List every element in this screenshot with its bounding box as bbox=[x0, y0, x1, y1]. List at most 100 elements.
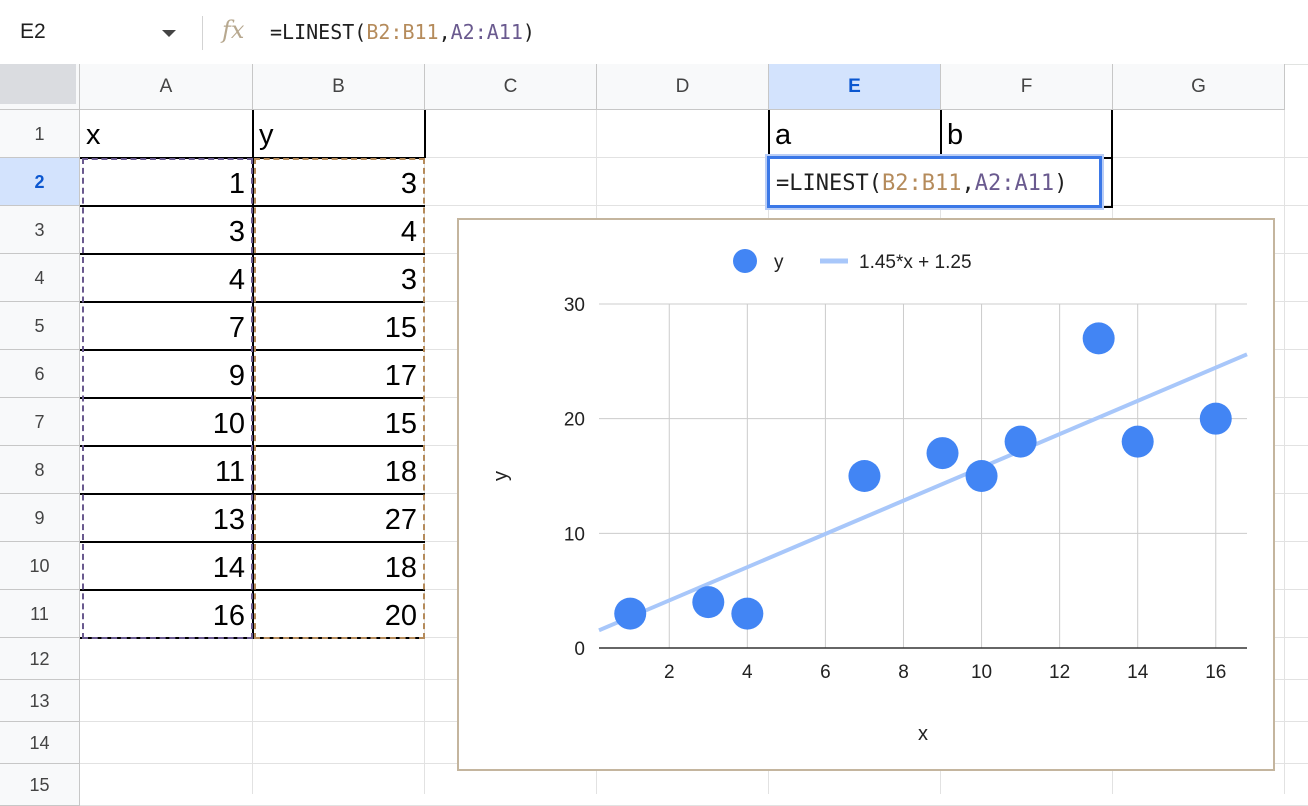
cell-a9[interactable]: 13 bbox=[212, 504, 245, 536]
row-header-12[interactable]: 12 bbox=[0, 638, 80, 680]
column-header-d[interactable]: D bbox=[597, 64, 769, 110]
range-highlight-a bbox=[82, 158, 253, 639]
legend-label-y: y bbox=[774, 252, 784, 273]
cell-a3[interactable]: 3 bbox=[228, 216, 245, 248]
table-border-v bbox=[252, 254, 254, 302]
active-cell-editor[interactable]: =LINEST(B2:B11,A2:A11) bbox=[765, 154, 1104, 210]
x-tick-label: 6 bbox=[820, 662, 831, 683]
row-header-10[interactable]: 10 bbox=[0, 542, 80, 590]
fx-icon: fx bbox=[222, 16, 245, 44]
corner-indicator bbox=[0, 64, 76, 104]
cell-e1[interactable]: a bbox=[775, 119, 792, 151]
table-border-v bbox=[424, 110, 426, 158]
x-tick-label: 4 bbox=[742, 662, 753, 683]
gridline-horizontal bbox=[80, 205, 1308, 206]
formula-bar: E2 fx =LINEST(B2:B11,A2:A11) bbox=[0, 0, 1308, 65]
cell-f1[interactable]: b bbox=[947, 119, 964, 151]
legend-marker-y bbox=[733, 249, 757, 273]
table-border-v bbox=[252, 494, 254, 542]
row-header-2[interactable]: 2 bbox=[0, 158, 80, 206]
data-point bbox=[1121, 425, 1154, 458]
edit-fn: =LINEST( bbox=[776, 171, 882, 196]
ab-border bbox=[940, 110, 942, 158]
column-header-c[interactable]: C bbox=[425, 64, 597, 110]
formula-range-2: A2:A11 bbox=[450, 20, 523, 44]
table-border-v bbox=[252, 206, 254, 254]
column-header-f[interactable]: F bbox=[941, 64, 1113, 110]
table-border-v bbox=[252, 110, 254, 158]
legend-label-trendline: 1.45*x + 1.25 bbox=[859, 252, 972, 273]
row-header-6[interactable]: 6 bbox=[0, 350, 80, 398]
range-highlight-b bbox=[254, 158, 425, 639]
formula-input[interactable]: =LINEST(B2:B11,A2:A11) bbox=[270, 20, 535, 44]
y-tick-label: 0 bbox=[574, 639, 585, 660]
x-tick-label: 10 bbox=[971, 662, 992, 683]
cell-a11[interactable]: 16 bbox=[212, 600, 245, 632]
formula-fn: =LINEST( bbox=[270, 20, 367, 44]
cell-b10[interactable]: 18 bbox=[384, 552, 417, 584]
row-header-8[interactable]: 8 bbox=[0, 446, 80, 494]
cell-b3[interactable]: 4 bbox=[400, 216, 417, 248]
formula-comma: , bbox=[438, 20, 451, 44]
row-header-5[interactable]: 5 bbox=[0, 302, 80, 350]
table-border-v bbox=[252, 302, 254, 350]
table-border-v bbox=[252, 158, 254, 206]
row-header-4[interactable]: 4 bbox=[0, 254, 80, 302]
formula-bar-divider bbox=[202, 16, 203, 50]
row-header-15[interactable]: 15 bbox=[0, 764, 80, 806]
x-tick-label: 2 bbox=[664, 662, 675, 683]
cell-a10[interactable]: 14 bbox=[212, 552, 245, 584]
cell-b5[interactable]: 15 bbox=[384, 312, 417, 344]
ab-border bbox=[1102, 206, 1113, 208]
cell-a1[interactable]: x bbox=[86, 119, 101, 151]
y-tick-label: 20 bbox=[564, 410, 585, 431]
cell-b4[interactable]: 3 bbox=[400, 264, 417, 296]
row-header-13[interactable]: 13 bbox=[0, 680, 80, 722]
data-point bbox=[692, 586, 725, 619]
name-box[interactable]: E2 bbox=[20, 20, 46, 43]
cell-b6[interactable]: 17 bbox=[384, 360, 417, 392]
cell-b11[interactable]: 20 bbox=[384, 600, 417, 632]
cell-a5[interactable]: 7 bbox=[228, 312, 245, 344]
cell-b8[interactable]: 18 bbox=[384, 456, 417, 488]
column-header-e[interactable]: E bbox=[769, 64, 941, 110]
column-header-g[interactable]: G bbox=[1113, 64, 1285, 110]
chart-canvas: 2 4 6 8 10 12 14 16 0 10 20 30 x y y 1.45*x + 1.25 bbox=[490, 249, 1248, 745]
cell-a2[interactable]: 1 bbox=[228, 168, 245, 200]
cell-a6[interactable]: 9 bbox=[228, 360, 245, 392]
data-point bbox=[1199, 402, 1232, 435]
edit-range-1: B2:B11 bbox=[881, 171, 962, 196]
x-tick-label: 8 bbox=[898, 662, 909, 683]
cell-a8[interactable]: 11 bbox=[214, 456, 245, 488]
cell-b1[interactable]: y bbox=[259, 119, 274, 151]
cell-b2[interactable]: 3 bbox=[400, 168, 417, 200]
cell-b7[interactable]: 15 bbox=[384, 408, 417, 440]
name-box-dropdown-icon[interactable] bbox=[162, 30, 176, 37]
ab-border bbox=[768, 110, 770, 158]
row-header-1[interactable]: 1 bbox=[0, 110, 80, 158]
cell-a4[interactable]: 4 bbox=[228, 264, 245, 296]
cell-a7[interactable]: 10 bbox=[212, 408, 245, 440]
data-point bbox=[614, 597, 647, 630]
gridline-vertical bbox=[1284, 110, 1285, 794]
y-axis-title: y bbox=[490, 471, 512, 481]
row-header-11[interactable]: 11 bbox=[0, 590, 80, 638]
row-header-3[interactable]: 3 bbox=[0, 206, 80, 254]
row-header-9[interactable]: 9 bbox=[0, 494, 80, 542]
column-header-a[interactable]: A bbox=[80, 64, 253, 110]
row-header-7[interactable]: 7 bbox=[0, 398, 80, 446]
scatter-chart[interactable]: 2 4 6 8 10 12 14 16 0 10 20 30 x y y 1.45*x + 1.25 bbox=[457, 218, 1275, 771]
edit-range-2: A2:A11 bbox=[974, 171, 1055, 196]
x-tick-label: 14 bbox=[1127, 662, 1149, 683]
table-border-v bbox=[252, 590, 254, 638]
x-tick-label: 12 bbox=[1049, 662, 1070, 683]
data-point bbox=[848, 460, 881, 492]
formula-close: ) bbox=[522, 20, 535, 44]
cell-b9[interactable]: 27 bbox=[384, 504, 417, 536]
y-tick-label: 30 bbox=[564, 295, 585, 316]
data-point bbox=[731, 597, 764, 630]
data-point bbox=[965, 460, 998, 492]
column-header-b[interactable]: B bbox=[253, 64, 425, 110]
table-border-v bbox=[252, 446, 254, 494]
row-header-14[interactable]: 14 bbox=[0, 722, 80, 764]
